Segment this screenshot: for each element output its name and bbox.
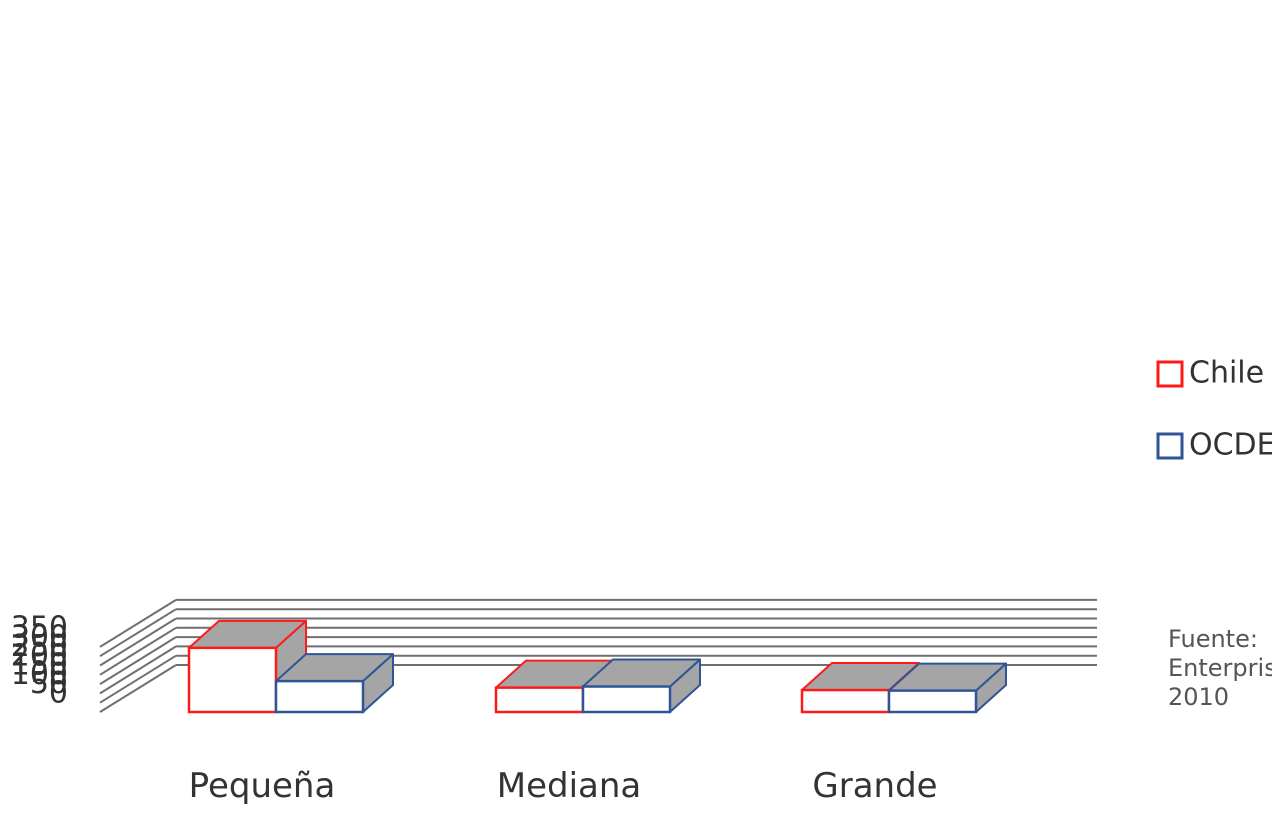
x-category-label: Grande: [812, 766, 937, 806]
y-tick-label: 0: [49, 676, 68, 711]
bar-ocde: [887, 689, 978, 714]
legend-label-chile: Chile: [1189, 356, 1264, 391]
bar-chile: [187, 646, 278, 714]
y-tick-label: 300: [11, 620, 68, 655]
y-tick-label: 50: [30, 666, 68, 701]
y-tick-label: 200: [11, 638, 68, 673]
bar-ocde: [274, 679, 365, 714]
x-axis-categories: Pequeña Mediana Grande: [189, 766, 938, 806]
legend: Chile OCDE: [1156, 356, 1272, 463]
gridline-side: [99, 599, 177, 648]
gridline-side: [99, 626, 177, 676]
y-tick-label: 150: [11, 648, 68, 683]
legend-swatch-chile: [1156, 360, 1184, 388]
y-tick-label: 100: [11, 657, 68, 692]
y-tick-label: 350: [11, 610, 68, 645]
x-category-label: Mediana: [497, 766, 642, 806]
legend-swatch-ocde: [1156, 432, 1184, 460]
bars: [187, 619, 1007, 714]
gridline-side: [99, 617, 177, 667]
bar-chile: [494, 686, 585, 714]
bar-ocde: [581, 685, 672, 714]
source-note: Fuente: Enterpris 2010: [1168, 625, 1272, 711]
gridline-side: [99, 636, 177, 685]
legend-label-ocde: OCDE: [1189, 428, 1272, 463]
gridline-side: [99, 654, 177, 704]
x-category-label: Pequeña: [189, 766, 336, 806]
y-tick-label: 250: [11, 629, 68, 664]
gridline-side: [99, 664, 177, 713]
bar-chile: [800, 688, 891, 714]
gridline-side: [99, 608, 177, 658]
gridline-side: [99, 645, 177, 695]
